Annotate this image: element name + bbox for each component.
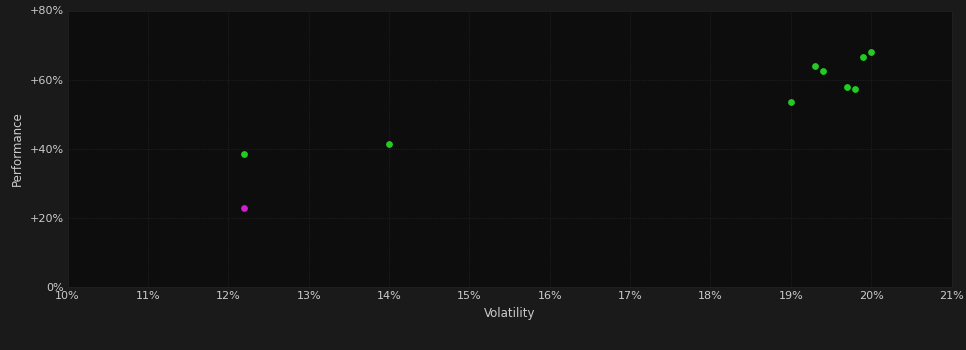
Point xyxy=(382,141,397,146)
Point xyxy=(815,68,831,74)
Point xyxy=(864,49,879,55)
Point xyxy=(839,84,855,89)
Point xyxy=(783,99,799,105)
Point xyxy=(847,86,863,92)
Point xyxy=(237,205,252,211)
X-axis label: Volatility: Volatility xyxy=(484,307,535,320)
Y-axis label: Performance: Performance xyxy=(11,111,24,186)
Point xyxy=(856,54,871,60)
Point xyxy=(237,151,252,157)
Point xyxy=(808,64,823,69)
